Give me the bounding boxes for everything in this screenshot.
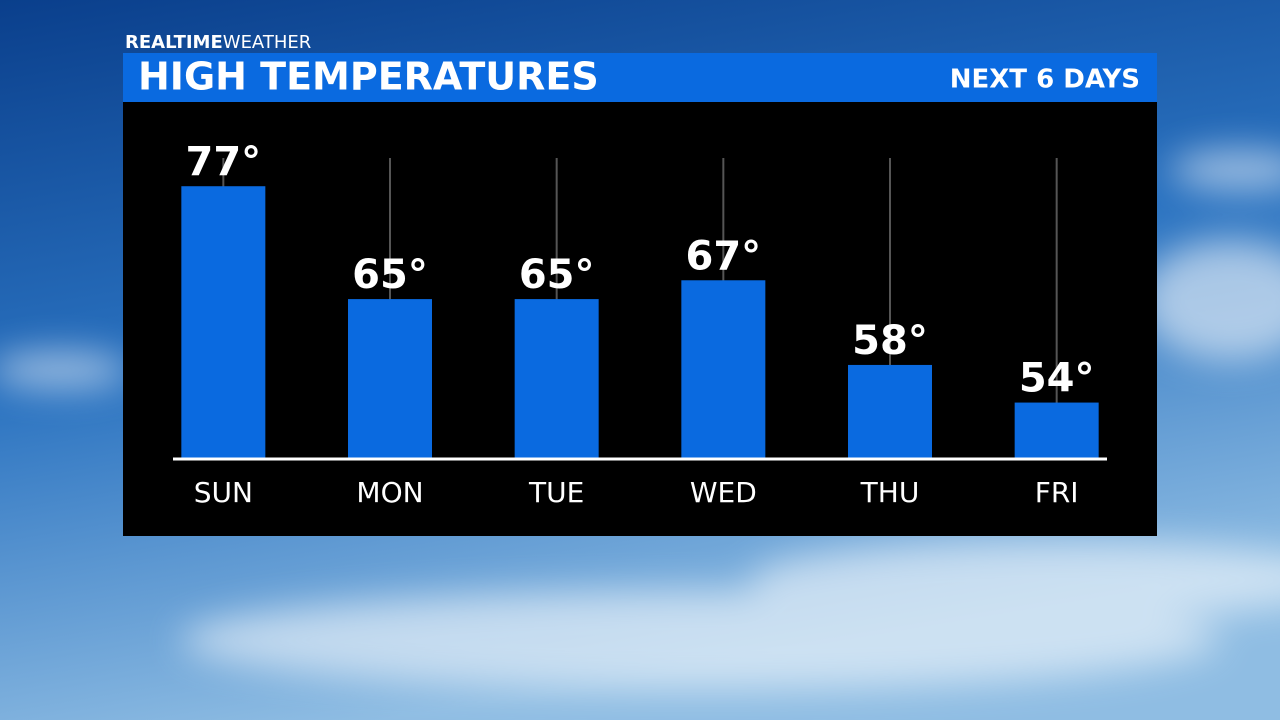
x-tick-label: TUE	[528, 476, 584, 509]
bar	[1014, 402, 1099, 459]
value-label: 58°	[852, 318, 928, 364]
x-tick-label: WED	[690, 476, 757, 509]
bar	[514, 299, 599, 459]
value-label: 67°	[685, 233, 761, 279]
header-bar	[123, 53, 1157, 102]
x-tick-label: FRI	[1035, 476, 1079, 509]
chart-title: HIGH TEMPERATURES	[138, 55, 599, 99]
plot: 77° SUN 65° MON 65° TUE 67° WED 58° THU 54° FRI	[173, 139, 1107, 509]
bar	[681, 280, 766, 459]
brand: REALTIMEWEATHER	[125, 32, 311, 53]
value-label: 65°	[519, 252, 595, 298]
value-label: 77°	[185, 139, 261, 185]
chart-panel	[123, 102, 1157, 536]
chart-subtitle: NEXT 6 DAYS	[950, 65, 1140, 95]
brand-bold: REALTIME	[125, 32, 223, 53]
bar	[181, 186, 266, 459]
x-tick-label: THU	[860, 476, 920, 509]
bar	[848, 364, 932, 459]
brand-light: WEATHER	[223, 32, 312, 53]
x-tick-label: SUN	[194, 476, 253, 509]
value-label: 54°	[1019, 356, 1095, 402]
x-tick-label: MON	[356, 476, 423, 509]
clouds	[0, 150, 1280, 690]
value-label: 65°	[352, 252, 428, 298]
bar	[348, 299, 432, 459]
